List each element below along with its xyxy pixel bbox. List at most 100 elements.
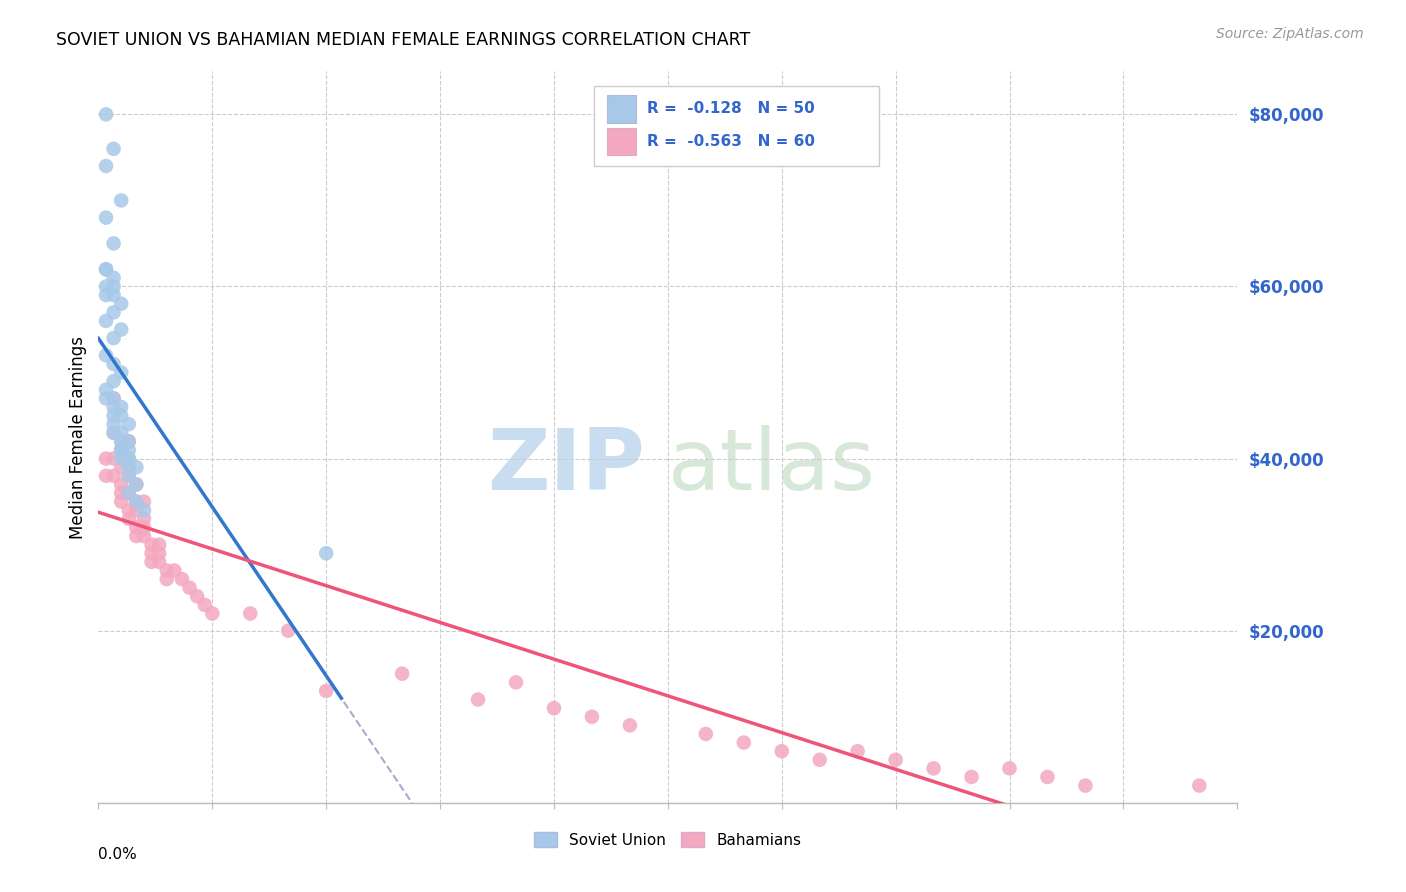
Point <box>156 564 179 578</box>
Point <box>125 477 148 491</box>
Point <box>103 451 125 466</box>
Point <box>148 538 170 552</box>
Point <box>581 710 603 724</box>
Point <box>315 684 337 698</box>
Point <box>110 434 132 449</box>
Point <box>125 529 148 543</box>
Point <box>110 486 132 500</box>
Bar <box>593 86 879 167</box>
Point <box>110 425 132 440</box>
Text: 0.0%: 0.0% <box>98 847 138 862</box>
Point <box>103 417 125 432</box>
Point <box>103 236 125 251</box>
Point <box>110 366 132 380</box>
Point <box>132 494 155 508</box>
Point <box>103 357 125 371</box>
Point <box>148 546 170 560</box>
Point <box>94 314 117 328</box>
Point <box>132 529 155 543</box>
Point <box>770 744 793 758</box>
Point <box>94 451 117 466</box>
Point <box>94 468 117 483</box>
Point <box>103 392 125 406</box>
Point <box>277 624 299 638</box>
Point <box>998 761 1021 775</box>
Point <box>619 718 641 732</box>
Point <box>132 512 155 526</box>
Point <box>141 555 163 569</box>
Point <box>94 159 117 173</box>
Legend: Soviet Union, Bahamians: Soviet Union, Bahamians <box>529 825 807 854</box>
Point <box>103 305 125 319</box>
Point <box>110 296 132 310</box>
Point <box>94 392 117 406</box>
Point <box>391 666 413 681</box>
Point <box>94 262 117 277</box>
Point <box>132 520 155 534</box>
Point <box>141 546 163 560</box>
Point <box>467 692 489 706</box>
Point <box>695 727 717 741</box>
Text: R =  -0.563   N = 60: R = -0.563 N = 60 <box>647 134 815 149</box>
Point <box>110 494 132 508</box>
Point <box>125 494 148 508</box>
Point <box>103 374 125 388</box>
Point <box>118 442 141 457</box>
Point <box>94 107 117 121</box>
Point <box>118 417 141 432</box>
Point <box>922 761 945 775</box>
Point <box>110 400 132 414</box>
Point <box>118 468 141 483</box>
Point <box>94 383 117 397</box>
Point <box>118 460 141 475</box>
Point <box>118 512 141 526</box>
Point <box>118 486 141 500</box>
Point <box>94 211 117 225</box>
Point <box>141 538 163 552</box>
Point <box>846 744 869 758</box>
Point <box>239 607 262 621</box>
Point <box>110 451 132 466</box>
Point <box>103 409 125 423</box>
Point <box>118 451 141 466</box>
Point <box>733 735 755 749</box>
Point <box>118 503 141 517</box>
Point <box>110 194 132 208</box>
Point <box>94 279 117 293</box>
Point <box>110 442 132 457</box>
Point <box>543 701 565 715</box>
Point <box>103 271 125 285</box>
Point <box>110 409 132 423</box>
Point <box>110 442 132 457</box>
Point <box>110 434 132 449</box>
Text: Source: ZipAtlas.com: Source: ZipAtlas.com <box>1216 27 1364 41</box>
Bar <box>607 128 636 155</box>
Point <box>103 425 125 440</box>
Point <box>118 468 141 483</box>
Text: atlas: atlas <box>668 425 876 508</box>
Text: R =  -0.128   N = 50: R = -0.128 N = 50 <box>647 101 815 116</box>
Point <box>125 477 148 491</box>
Bar <box>607 95 636 122</box>
Point <box>960 770 983 784</box>
Point <box>170 572 193 586</box>
Point <box>315 546 337 560</box>
Point <box>103 468 125 483</box>
Point <box>103 279 125 293</box>
Point <box>156 572 179 586</box>
Point <box>194 598 217 612</box>
Point <box>118 486 141 500</box>
Point <box>1074 779 1097 793</box>
Point <box>884 753 907 767</box>
Point <box>103 392 125 406</box>
Text: SOVIET UNION VS BAHAMIAN MEDIAN FEMALE EARNINGS CORRELATION CHART: SOVIET UNION VS BAHAMIAN MEDIAN FEMALE E… <box>56 31 751 49</box>
Point <box>103 331 125 345</box>
Point <box>1036 770 1059 784</box>
Point <box>118 451 141 466</box>
Point <box>125 460 148 475</box>
Point <box>103 142 125 156</box>
Point <box>163 564 186 578</box>
Point <box>110 477 132 491</box>
Point <box>505 675 527 690</box>
Point <box>110 442 132 457</box>
